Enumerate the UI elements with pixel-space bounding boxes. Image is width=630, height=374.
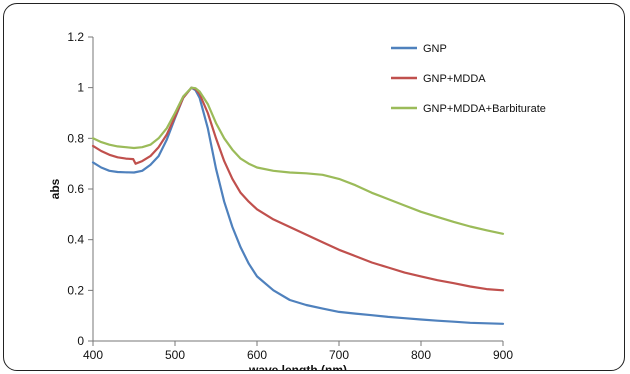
x-axis-title: wave length (nm) [248,363,347,371]
series-lines [91,86,505,325]
legend-label: GNP [423,43,447,55]
legend-label: GNP+MDDA+Barbiturate [423,103,546,115]
y-tick-label: 1.2 [67,30,84,44]
series-line-1 [91,86,505,325]
y-tick-label: 0.4 [67,233,84,247]
y-tick-label: 0 [77,334,84,348]
x-tick-label: 500 [165,348,185,362]
series-line-2 [91,86,505,292]
legend-label: GNP+MDDA [423,73,486,85]
y-axis-title: abs [48,178,62,199]
y-tick-label: 0.6 [67,182,84,196]
legend: GNP GNP+MDDA GNP+MDDA+Barbiturate [391,43,546,115]
y-tick-label: 0.2 [67,283,84,297]
x-tick-label: 900 [493,348,513,362]
ticks: 0 0.2 0.4 0.6 0.8 1 1.2 400 500 600 700 800 900 [67,30,513,362]
y-tick-label: 1 [77,81,84,95]
chart-frame: 0 0.2 0.4 0.6 0.8 1 1.2 400 500 600 700 800 900 GNP G… [3,3,625,371]
series-line-3 [91,86,505,235]
y-tick-label: 0.8 [67,131,84,145]
x-tick-label: 800 [411,348,431,362]
x-tick-label: 400 [83,348,103,362]
x-tick-label: 600 [247,348,267,362]
x-tick-label: 700 [329,348,349,362]
